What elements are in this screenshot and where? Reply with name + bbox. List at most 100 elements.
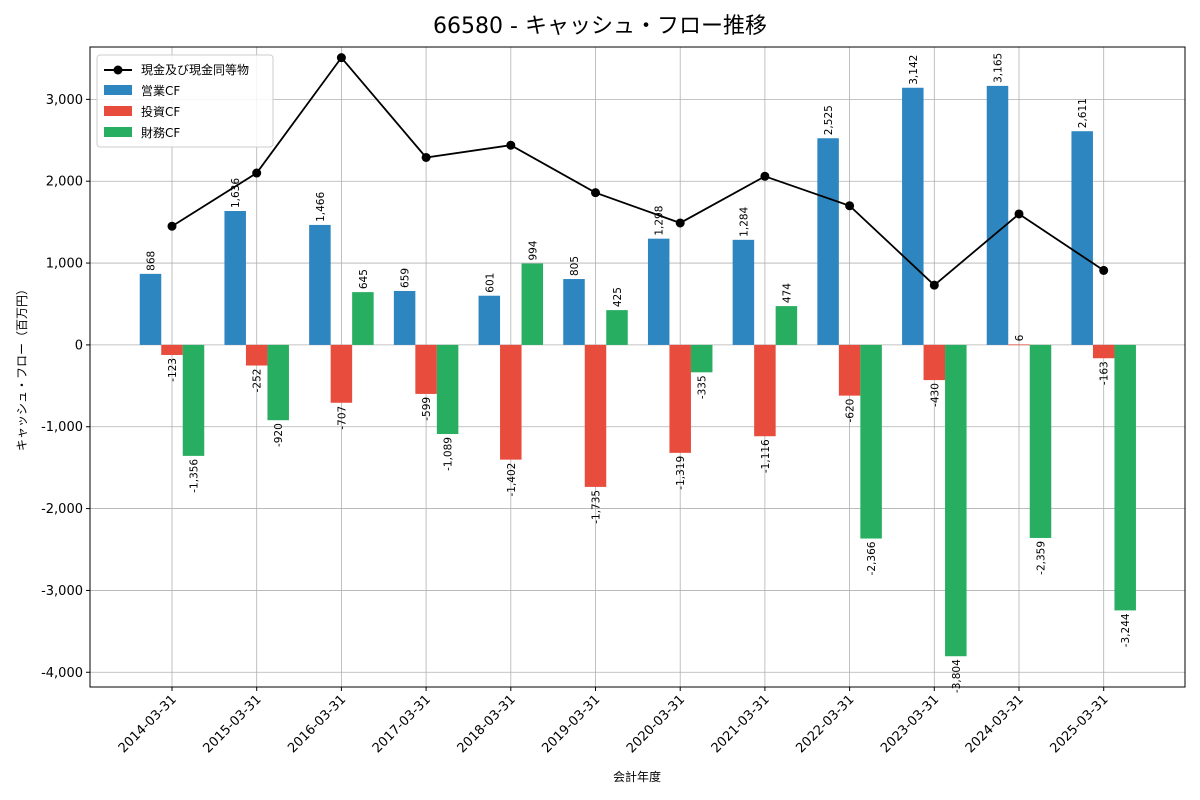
y-axis-title: キャッシュ・フロー（百万円）	[15, 283, 29, 451]
bar-label-financing: -1,089	[443, 437, 455, 471]
bar-investing	[1092, 344, 1115, 359]
bar-label-operating: 3,165	[993, 53, 1005, 83]
cash-point	[1014, 209, 1024, 219]
bar-operating	[309, 224, 331, 345]
bar-label-operating: 3,142	[908, 55, 920, 85]
cash-point	[421, 152, 431, 162]
bar-label-operating: 868	[146, 251, 158, 271]
bar-investing	[330, 344, 353, 403]
x-tick-label: 2023-03-31	[878, 692, 942, 756]
bar-operating	[139, 273, 162, 345]
cash-point	[252, 168, 262, 178]
legend-swatch-investing	[104, 106, 132, 116]
bar-label-investing: -620	[845, 399, 857, 423]
bar-financing	[267, 344, 289, 421]
bar-financing	[1114, 344, 1136, 611]
bar-label-operating: 1,466	[315, 192, 327, 222]
bar-label-investing: -1,735	[591, 490, 603, 524]
bar-financing	[606, 310, 628, 345]
bar-financing	[352, 292, 374, 345]
bar-investing	[161, 344, 183, 355]
bar-label-financing: 425	[612, 287, 624, 307]
bar-financing	[1029, 344, 1052, 538]
x-tick-label: 2025-03-31	[1047, 692, 1111, 756]
bar-operating	[563, 279, 585, 345]
x-tick-label: 2020-03-31	[624, 692, 688, 756]
bar-label-financing: -335	[697, 375, 709, 399]
bar-operating	[393, 290, 416, 345]
x-tick-label: 2014-03-31	[116, 692, 180, 756]
bar-label-investing: -707	[336, 406, 348, 430]
bar-label-financing: -2,366	[866, 541, 878, 575]
x-tick-label: 2022-03-31	[793, 692, 857, 756]
bar-operating	[817, 138, 839, 345]
bar-label-operating: 2,611	[1077, 98, 1089, 128]
x-tick-label: 2015-03-31	[200, 692, 264, 756]
bar-operating	[478, 295, 501, 345]
legend-frame	[96, 54, 274, 148]
bar-investing	[500, 344, 522, 460]
bar-label-investing: -1,319	[675, 456, 687, 490]
y-tick-label: -3,000	[41, 584, 83, 599]
bar-operating	[986, 85, 1009, 345]
bar-label-financing: -1,356	[189, 459, 201, 493]
bar-label-investing: -430	[929, 383, 941, 407]
cash-point	[167, 221, 177, 231]
bar-label-operating: 1,636	[230, 178, 242, 208]
data-labels-layer: 868 1,636 1,466 659 601 805 1,298 1,284 2,525 3,1…	[146, 53, 1133, 693]
bar-label-operating: 805	[569, 256, 581, 276]
bar-investing	[245, 344, 268, 366]
bar-label-investing: -163	[1099, 361, 1111, 385]
cash-point	[506, 140, 516, 150]
x-axis-title: 会計年度	[613, 769, 661, 784]
cash-point	[1099, 265, 1109, 275]
bar-label-investing: -1,402	[506, 463, 518, 497]
bar-investing	[838, 344, 861, 396]
cash-point	[591, 188, 600, 198]
cash-line	[171, 56, 1105, 287]
bar-label-investing: -123	[167, 358, 179, 382]
bar-label-investing: -599	[421, 397, 433, 421]
bar-financing	[436, 344, 459, 435]
x-tick-label: 2017-03-31	[370, 692, 434, 756]
cash-point	[760, 171, 770, 181]
bar-investing	[754, 344, 776, 437]
bar-investing	[1008, 344, 1030, 346]
y-tick-label: -4,000	[41, 666, 83, 681]
bar-label-operating: 601	[484, 273, 496, 293]
bar-operating	[1071, 131, 1093, 345]
legend-line-marker	[113, 65, 123, 75]
bar-label-financing: -2,359	[1036, 541, 1048, 575]
bar-label-investing: 6	[1014, 334, 1026, 341]
x-tick-label: 2018-03-31	[455, 692, 519, 756]
bar-label-operating: 1,284	[738, 206, 750, 236]
legend-swatch-financing	[104, 127, 132, 137]
bar-label-investing: -1,116	[760, 439, 772, 473]
legend: 現金及び現金同等物 営業CF 投資CF 財務CF	[96, 54, 274, 148]
bar-investing	[415, 344, 437, 394]
bar-label-financing: 645	[358, 269, 370, 289]
bar-label-financing: 474	[781, 283, 793, 303]
bar-operating	[224, 211, 246, 345]
y-tick-label: 2,000	[46, 175, 83, 190]
legend-label-operating: 営業CF	[141, 84, 180, 98]
legend-label-financing: 財務CF	[141, 125, 180, 140]
bar-label-financing: 994	[527, 240, 539, 260]
cash-point	[929, 280, 939, 290]
y-tick-label: 3,000	[46, 93, 83, 108]
bar-financing	[775, 306, 798, 345]
chart-title: 66580 - キャッシュ・フロー推移	[433, 14, 767, 39]
bar-financing	[860, 344, 882, 539]
bar-operating	[732, 239, 755, 345]
y-tick-label: -1,000	[41, 420, 83, 435]
x-tick-label: 2019-03-31	[539, 692, 603, 756]
bar-investing	[669, 344, 691, 453]
legend-label-investing: 投資CF	[141, 104, 180, 119]
bar-financing	[690, 344, 713, 373]
bar-label-financing: -3,244	[1120, 613, 1132, 647]
line-layer	[167, 53, 1109, 290]
cash-point	[845, 201, 855, 211]
bar-label-operating: 2,525	[823, 105, 835, 135]
bars-layer	[139, 85, 1136, 657]
bar-financing	[521, 263, 544, 345]
